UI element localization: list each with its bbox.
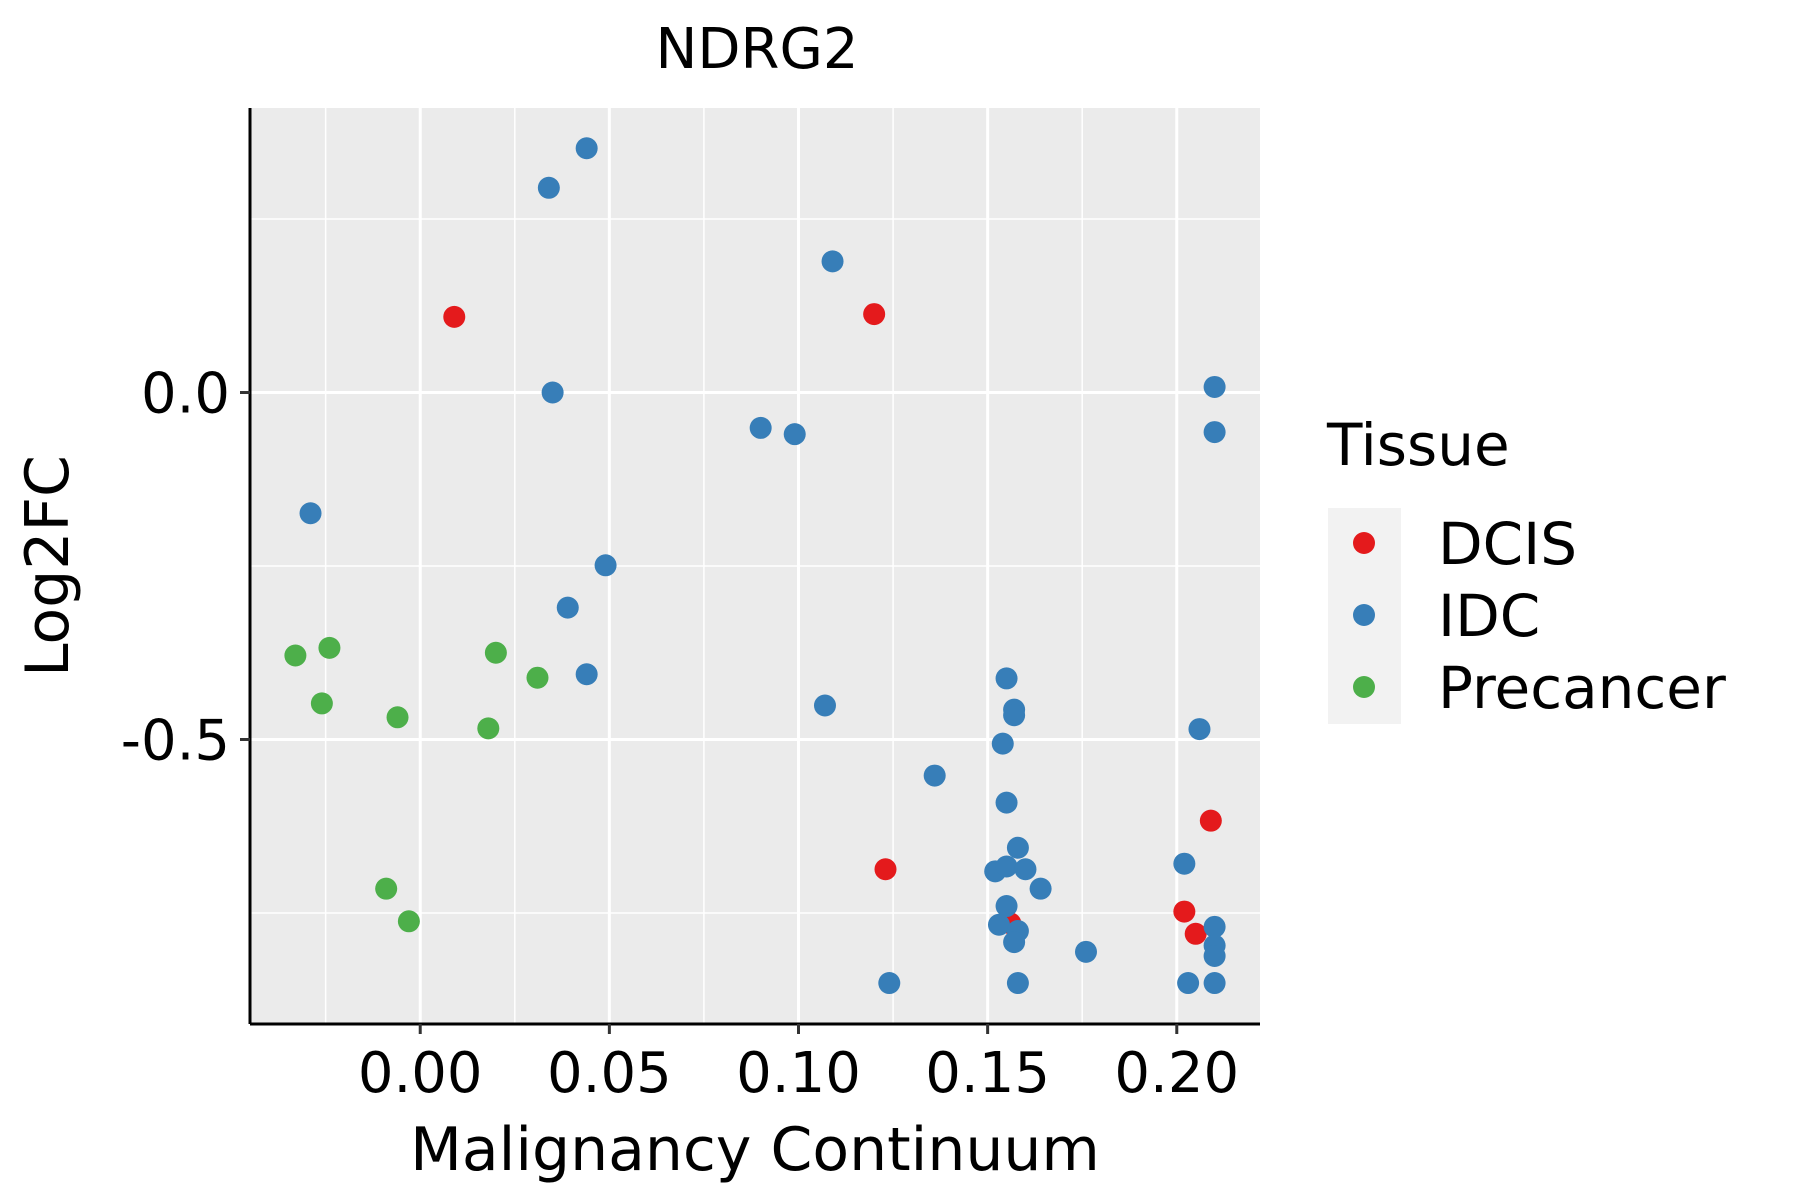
legend-label-precancer: Precancer xyxy=(1438,654,1726,722)
point-dcis xyxy=(443,305,466,328)
point-idc xyxy=(594,554,617,577)
legend-title: Tissue xyxy=(1326,411,1510,479)
y-tick-label: -0.5 xyxy=(121,708,230,773)
point-idc xyxy=(575,663,598,686)
point-dcis xyxy=(1173,900,1196,923)
data-points xyxy=(284,137,1226,995)
point-idc xyxy=(1006,972,1029,995)
point-idc xyxy=(1203,421,1226,444)
point-idc xyxy=(991,732,1014,755)
point-idc xyxy=(1029,877,1052,900)
x-tick-label: 0.10 xyxy=(736,1041,861,1106)
point-idc xyxy=(1003,931,1026,954)
point-idc xyxy=(556,596,579,619)
point-precancer xyxy=(386,706,409,729)
point-idc xyxy=(923,764,946,787)
point-precancer xyxy=(484,641,507,664)
point-dcis xyxy=(1184,922,1207,945)
point-idc xyxy=(1177,972,1200,995)
legend-key-dcis xyxy=(1353,532,1375,554)
x-tick-label: 0.20 xyxy=(1114,1041,1239,1106)
point-idc xyxy=(995,791,1018,814)
point-idc xyxy=(995,667,1018,690)
point-dcis xyxy=(863,303,886,326)
point-idc xyxy=(878,972,901,995)
legend-label-idc: IDC xyxy=(1438,582,1540,650)
grid-minor-lines xyxy=(250,108,1260,1024)
point-precancer xyxy=(284,644,307,667)
point-idc xyxy=(1003,704,1026,727)
point-idc xyxy=(1014,858,1037,881)
point-idc xyxy=(995,855,1018,878)
x-axis-label: Malignancy Continuum xyxy=(410,1115,1100,1185)
point-idc xyxy=(1203,944,1226,967)
point-precancer xyxy=(397,910,420,933)
point-precancer xyxy=(318,636,341,659)
point-idc xyxy=(749,416,772,439)
x-tick-label: 0.00 xyxy=(358,1041,483,1106)
point-idc xyxy=(987,913,1010,936)
x-axis-ticks: 0.00 0.05 0.10 0.15 0.20 xyxy=(358,1024,1239,1106)
point-idc xyxy=(821,250,844,273)
point-idc xyxy=(541,381,564,404)
point-idc xyxy=(813,694,836,717)
chart-title: NDRG2 xyxy=(656,17,859,82)
x-tick-label: 0.05 xyxy=(547,1041,672,1106)
point-idc xyxy=(1074,940,1097,963)
point-idc xyxy=(1188,718,1211,741)
point-dcis xyxy=(874,858,897,881)
point-precancer xyxy=(375,877,398,900)
y-tick-label: 0.0 xyxy=(141,362,230,427)
point-precancer xyxy=(310,692,333,715)
legend-label-dcis: DCIS xyxy=(1438,510,1577,578)
point-idc xyxy=(299,502,322,525)
point-idc xyxy=(1203,915,1226,938)
point-idc xyxy=(537,176,560,199)
legend-key-idc xyxy=(1353,604,1375,626)
point-idc xyxy=(1203,375,1226,398)
point-idc xyxy=(1173,852,1196,875)
point-precancer xyxy=(526,666,549,689)
point-idc xyxy=(995,895,1018,918)
point-idc xyxy=(575,137,598,160)
point-idc xyxy=(783,423,806,446)
point-dcis xyxy=(1199,809,1222,832)
y-axis-label: Log2FC xyxy=(13,455,83,677)
x-tick-label: 0.15 xyxy=(925,1041,1050,1106)
y-axis-ticks: 0.0 -0.5 xyxy=(121,362,250,773)
point-idc xyxy=(1203,972,1226,995)
point-precancer xyxy=(477,717,500,740)
legend-key-precancer xyxy=(1353,676,1375,698)
point-idc xyxy=(1006,836,1029,859)
